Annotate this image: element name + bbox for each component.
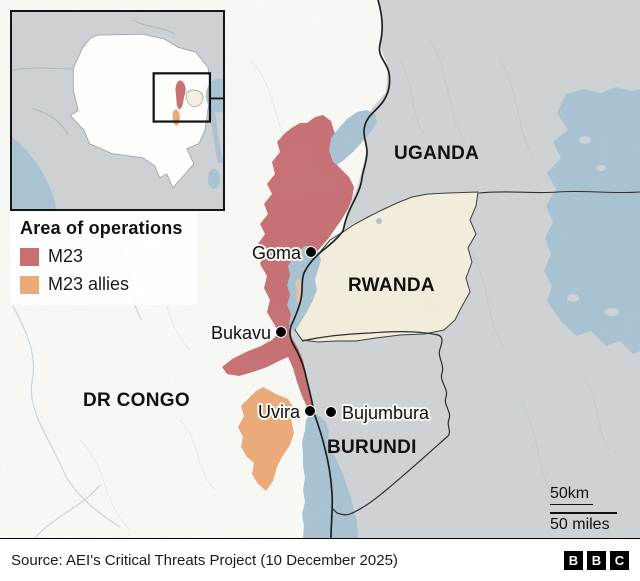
inset-rwanda [185, 89, 204, 107]
scale-bar: 50km 50 miles [550, 485, 617, 533]
country-label-burundi: BURUNDI [327, 437, 417, 458]
country-label-uganda: UGANDA [394, 143, 479, 164]
scale-miles-line [550, 512, 617, 514]
inset-m23-area [175, 80, 186, 110]
legend: Area of operations M23 M23 allies [10, 212, 197, 305]
m23-allies-swatch [20, 275, 39, 294]
city-dot-goma [305, 246, 317, 258]
legend-title: Area of operations [20, 218, 183, 238]
legend-label-m23: M23 [48, 246, 84, 266]
scale-km-line [550, 504, 593, 505]
inset-map-svg [12, 12, 223, 209]
city-dots [275, 246, 337, 418]
bbc-logo-block-2: B [587, 550, 606, 570]
inset-ocean [12, 136, 57, 209]
city-label-bukavu: Bukavu [211, 323, 271, 343]
city-dot-bujumbura [325, 406, 337, 418]
m23-swatch [20, 247, 39, 266]
inset-highlight-rect [152, 72, 212, 123]
legend-row-m23: M23 [20, 246, 183, 267]
bbc-logo-block-1: B [564, 550, 583, 570]
city-dot-uvira [304, 405, 316, 417]
country-label-dr-congo: DR CONGO [83, 390, 190, 411]
source-text: Source: AEI's Critical Threats Project (… [11, 551, 398, 569]
scale-km-label: 50km [550, 485, 590, 502]
city-label-goma: Goma [252, 243, 302, 263]
country-label-rwanda: RWANDA [348, 275, 435, 296]
scale-miles-label: 50 miles [550, 516, 610, 533]
bbc-logo-block-3: C [610, 550, 629, 570]
city-label-bujumbura: Bujumbura [342, 403, 430, 423]
city-dot-bukavu [275, 326, 287, 338]
footer-bar: Source: AEI's Critical Threats Project (… [0, 538, 640, 581]
legend-label-m23-allies: M23 allies [48, 274, 130, 294]
city-label-uvira: Uvira [258, 402, 301, 422]
bbc-logo: B B C [564, 550, 629, 570]
legend-row-m23-allies: M23 allies [20, 274, 183, 295]
inset-locator-map [10, 10, 225, 211]
